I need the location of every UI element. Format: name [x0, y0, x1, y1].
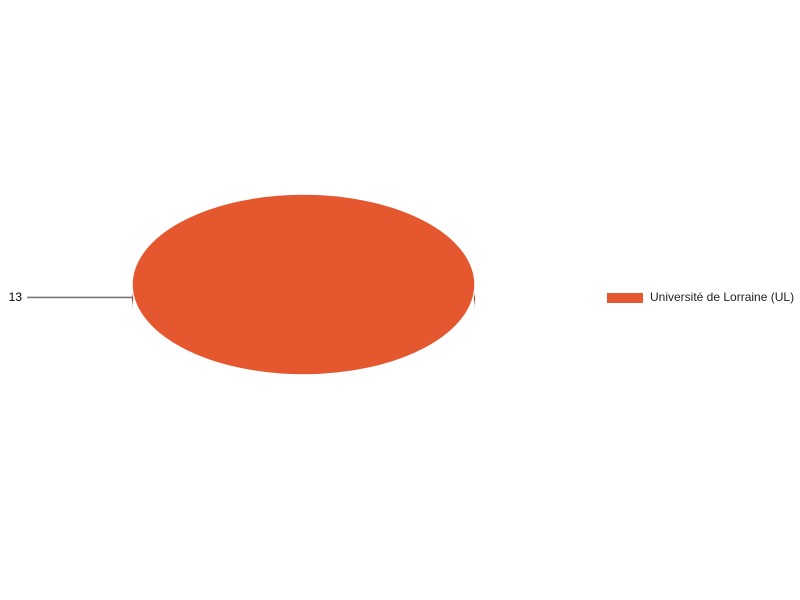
legend-item-label: Université de Lorraine (UL): [650, 290, 795, 304]
legend-item[interactable]: Université de Lorraine (UL): [607, 290, 794, 305]
pie-slice-top[interactable]: [131, 193, 476, 376]
legend-swatch-icon: [607, 292, 643, 303]
slice-value-label: 13: [8, 290, 22, 304]
legend-color-rect: [607, 292, 643, 303]
